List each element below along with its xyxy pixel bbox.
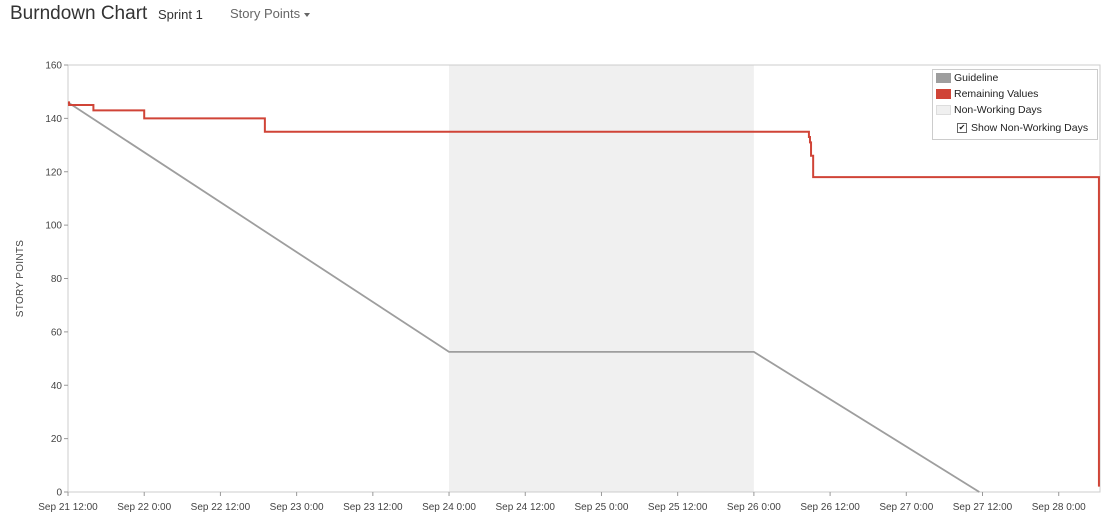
- x-tick-label: Sep 24 12:00: [496, 502, 556, 513]
- legend-label-guideline: Guideline: [954, 72, 999, 84]
- remaining-swatch: [936, 89, 951, 100]
- show-non-working-toggle[interactable]: ✔ Show Non-Working Days: [957, 121, 1088, 135]
- chevron-down-icon: [304, 12, 311, 17]
- legend-item-guideline: Guideline: [936, 71, 998, 85]
- legend-item-non-working: Non-Working Days: [936, 103, 1042, 117]
- sprint-name: Sprint 1: [158, 7, 203, 22]
- chart-legend: Guideline Remaining Values Non-Working D…: [932, 69, 1098, 140]
- x-tick-label: Sep 27 12:00: [953, 502, 1013, 513]
- x-tick-label: Sep 25 12:00: [648, 502, 708, 513]
- units-dropdown-label: Story Points: [230, 6, 301, 21]
- x-tick-label: Sep 23 12:00: [343, 502, 403, 513]
- y-tick-label: 80: [51, 274, 63, 285]
- remaining-values-line: [68, 101, 1100, 487]
- non-working-band: [449, 65, 754, 492]
- y-tick-label: 20: [51, 434, 63, 445]
- y-tick-label: 60: [51, 327, 63, 338]
- y-axis-ticks: 0 20 40 60 80 100 120 140 160: [45, 61, 68, 499]
- y-tick-label: 0: [56, 488, 62, 499]
- y-tick-label: 140: [45, 114, 62, 125]
- y-tick-label: 120: [45, 167, 62, 178]
- x-tick-label: Sep 23 0:00: [270, 502, 324, 513]
- chart-header: Burndown Chart Sprint 1 Story Points: [0, 0, 1112, 32]
- page-title: Burndown Chart: [10, 3, 148, 24]
- y-tick-label: 100: [45, 221, 62, 232]
- legend-item-remaining: Remaining Values: [936, 87, 1038, 101]
- non-working-days-layer: [449, 65, 754, 492]
- guideline-swatch: [936, 73, 951, 84]
- units-dropdown[interactable]: Story Points: [230, 6, 311, 21]
- guideline-line: [67, 101, 980, 493]
- series-layer: [67, 101, 1100, 493]
- x-tick-label: Sep 28 0:00: [1032, 502, 1086, 513]
- y-axis-label: STORY POINTS: [15, 240, 26, 318]
- show-non-working-label: Show Non-Working Days: [971, 122, 1089, 134]
- x-tick-label: Sep 27 0:00: [879, 502, 933, 513]
- x-axis-ticks: Sep 21 12:00 Sep 22 0:00 Sep 22 12:00 Sep 2…: [38, 492, 1086, 513]
- x-tick-label: Sep 22 0:00: [117, 502, 171, 513]
- y-tick-label: 160: [45, 61, 62, 72]
- legend-label-non-working: Non-Working Days: [954, 104, 1042, 116]
- x-tick-label: Sep 22 12:00: [191, 502, 251, 513]
- x-tick-label: Sep 25 0:00: [574, 502, 628, 513]
- x-tick-label: Sep 24 0:00: [422, 502, 476, 513]
- x-tick-label: Sep 26 0:00: [727, 502, 781, 513]
- non-working-swatch: [936, 105, 951, 116]
- checkbox-checked-icon[interactable]: ✔: [957, 123, 967, 134]
- x-tick-label: Sep 26 12:00: [800, 502, 860, 513]
- y-tick-label: 40: [51, 381, 63, 392]
- x-tick-label: Sep 21 12:00: [38, 502, 98, 513]
- legend-label-remaining: Remaining Values: [954, 88, 1039, 100]
